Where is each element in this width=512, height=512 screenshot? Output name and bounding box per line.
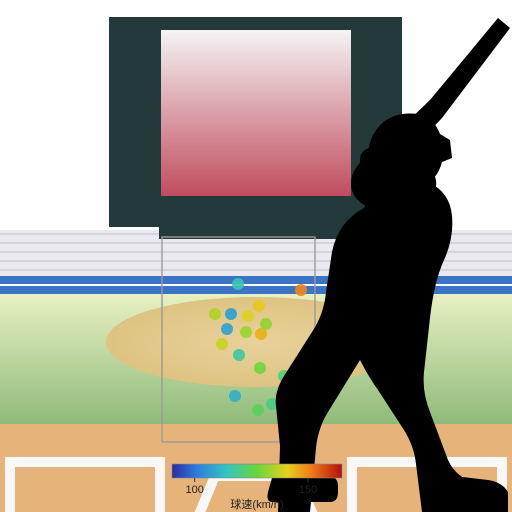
pitch-point	[242, 310, 254, 322]
pitch-point	[252, 404, 264, 416]
colorbar-title: 球速(km/h)	[230, 497, 283, 511]
pitch-point	[260, 318, 272, 330]
pitch-point	[221, 323, 233, 335]
pitch-location-chart: 100 150 球速(km/h)	[0, 0, 512, 512]
pitch-point	[229, 390, 241, 402]
colorbar-tick-label: 150	[299, 484, 317, 496]
scoreboard-screen	[161, 30, 351, 196]
colorbar-tick-label: 100	[185, 484, 203, 496]
pitch-point	[209, 308, 221, 320]
pitch-point	[240, 326, 252, 338]
pitch-point	[253, 300, 265, 312]
colorbar	[172, 464, 342, 478]
pitch-point	[295, 284, 307, 296]
pitch-point	[233, 349, 245, 361]
pitch-point	[216, 338, 228, 350]
pitch-point	[254, 362, 266, 374]
pitch-point	[225, 308, 237, 320]
pitch-point	[232, 278, 244, 290]
